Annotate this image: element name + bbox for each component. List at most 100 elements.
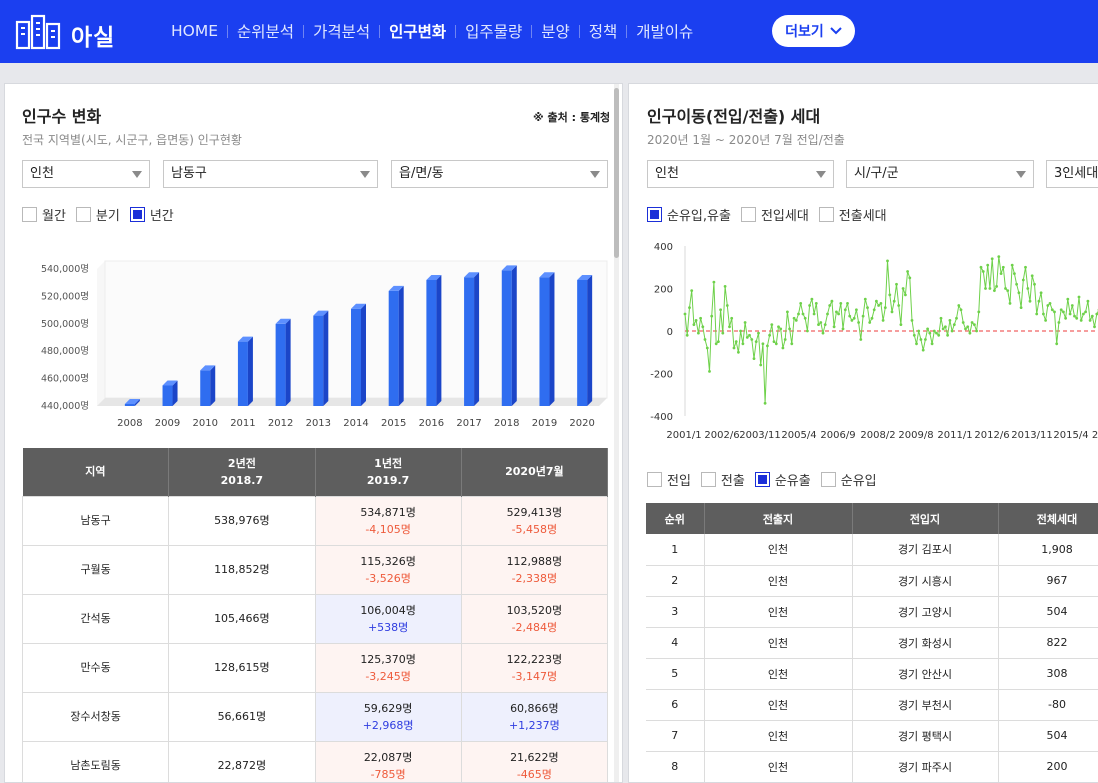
scrollbar[interactable] <box>614 84 619 782</box>
destination-cell: 경기 고양시 <box>852 596 999 628</box>
migration-type-checkbox-1[interactable]: 전입세대 <box>740 205 809 224</box>
nav-separator <box>379 24 381 38</box>
data-point <box>1028 299 1032 303</box>
data-point <box>812 312 816 316</box>
origin-cell: 인천 <box>704 534 853 566</box>
destination-cell: 경기 부천시 <box>852 689 999 721</box>
change: -3,147명 <box>511 669 558 683</box>
table-row[interactable]: 4 인천 경기 화성시 822 <box>646 627 1098 659</box>
data-point <box>1013 272 1016 275</box>
bar-side <box>587 274 593 406</box>
scrollbar-thumb[interactable] <box>614 88 619 258</box>
filter-label-1: 전출 <box>720 474 745 489</box>
data-point <box>941 327 945 331</box>
nav-separator <box>531 24 533 38</box>
nav-item-6[interactable]: 정책 <box>588 23 618 41</box>
building-logo-icon <box>15 14 61 50</box>
value-2y-cell: 128,615명 <box>168 642 316 693</box>
nav-item-7[interactable]: 개발이슈 <box>636 23 694 41</box>
x-tick-label: 2010 <box>193 418 218 429</box>
data-point <box>803 316 807 320</box>
period-checkbox-1[interactable]: 분기 <box>75 205 120 224</box>
nav-item-0[interactable]: HOME <box>171 22 219 40</box>
bar-side <box>511 265 517 406</box>
bar-front <box>351 308 361 406</box>
filter-checkbox-3[interactable]: 순유입 <box>820 470 877 489</box>
checkbox-box[interactable] <box>129 207 145 222</box>
data-point <box>810 297 814 301</box>
data-point <box>875 299 878 303</box>
rank-cell: 3 <box>646 596 705 628</box>
value-2y-cell: 22,872명 <box>168 740 316 782</box>
checkbox-box[interactable] <box>75 207 91 222</box>
table-row[interactable]: 8 인천 경기 파주시 200 <box>646 751 1098 782</box>
bar-top <box>313 310 329 316</box>
value-current-cell: 103,520명 -2,484명 <box>460 593 609 644</box>
migration-type-checkbox-2[interactable]: 전출세대 <box>818 205 887 224</box>
data-point <box>1048 302 1052 305</box>
origin-cell: 인천 <box>704 627 853 659</box>
data-point <box>701 325 705 329</box>
filter-checkbox-2[interactable]: 순유출 <box>754 470 811 489</box>
data-point <box>794 319 798 322</box>
table-row[interactable]: 5 인천 경기 안산시 308 <box>646 658 1098 690</box>
nav-item-2[interactable]: 가격분석 <box>313 23 371 41</box>
data-point <box>1008 302 1012 305</box>
more-button[interactable]: 더보기 <box>772 15 855 47</box>
x-tick-label: 2009 <box>155 418 180 429</box>
table-row[interactable]: 남동구 538,976명 534,871명 -4,105명 529,413명 -5,458… <box>21 495 609 546</box>
data-point <box>708 370 711 373</box>
data-point <box>1024 265 1027 269</box>
table-row[interactable]: 간석동 105,466명 106,004명 +538명 103,520명 -2,484명 <box>21 593 609 644</box>
checkbox-box[interactable] <box>647 207 662 222</box>
households-cell: 967 <box>998 565 1098 597</box>
period-checkbox-0[interactable]: 월간 <box>22 205 66 224</box>
nav-item-4[interactable]: 입주물량 <box>465 23 523 41</box>
table-row[interactable]: 3 인천 경기 고양시 504 <box>646 596 1098 628</box>
district-select[interactable]: 남동구 <box>163 160 378 188</box>
data-point <box>881 319 885 322</box>
household-size-select[interactable]: 3인세대 <box>1046 160 1098 188</box>
checkbox-box[interactable] <box>700 472 716 487</box>
nav-item-5[interactable]: 분양 <box>541 23 570 41</box>
bar <box>388 285 404 406</box>
nav-item-1[interactable]: 순위분석 <box>237 23 295 41</box>
checkbox-box[interactable] <box>740 207 756 222</box>
table-row[interactable]: 장수서창동 56,661명 59,629명 +2,968명 60,866명 +1,237명 <box>21 691 609 742</box>
table-row[interactable]: 만수동 128,615명 125,370명 -3,245명 122,223명 -3,147… <box>21 642 609 693</box>
checkbox-box[interactable] <box>820 472 836 487</box>
filter-checkbox-0[interactable]: 전입 <box>647 470 691 489</box>
table-row[interactable]: 남촌도림동 22,872명 22,087명 -785명 21,622명 -465명 <box>21 740 609 782</box>
province-select[interactable]: 인천 <box>22 160 150 188</box>
table-row[interactable]: 1 인천 경기 김포시 1,908 <box>646 534 1098 566</box>
checkbox-box[interactable] <box>754 472 770 487</box>
data-point <box>984 287 987 290</box>
bar-side <box>210 365 216 406</box>
bar-top <box>275 318 291 324</box>
city-select[interactable]: 시/구/군 <box>846 160 1034 188</box>
checkbox-box[interactable] <box>647 472 662 487</box>
logo[interactable]: 아실 <box>15 14 125 51</box>
x-tick-label: 2003/11 <box>739 430 781 441</box>
migration-type-checkbox-0[interactable]: 순유입,유출 <box>647 205 731 224</box>
checkbox-box[interactable] <box>818 207 834 222</box>
logo-text: 아실 <box>71 25 116 51</box>
table-row[interactable]: 구월동 118,852명 115,326명 -3,526명 112,988명 -2,338… <box>21 544 609 595</box>
value: 529,413명 <box>506 505 563 519</box>
town-select[interactable]: 읍/면/동 <box>391 160 608 188</box>
bar <box>200 365 216 406</box>
filter-checkbox-1[interactable]: 전출 <box>700 470 745 489</box>
table-row[interactable]: 7 인천 경기 평택시 504 <box>646 720 1098 752</box>
period-options: 월간 분기 년간 <box>22 205 184 224</box>
checkbox-box[interactable] <box>22 207 37 222</box>
table-row[interactable]: 2 인천 경기 시흥시 967 <box>646 565 1098 597</box>
data-point <box>688 306 691 309</box>
data-point <box>1021 278 1025 282</box>
bar-front <box>426 279 437 406</box>
region-select[interactable]: 인천 <box>647 160 834 188</box>
table-row[interactable]: 6 인천 경기 부천시 -80 <box>646 689 1098 721</box>
period-checkbox-2[interactable]: 년간 <box>129 205 174 224</box>
value: 112,988명 <box>506 554 563 568</box>
nav-item-3[interactable]: 인구변화 <box>389 23 447 41</box>
rank-cell: 4 <box>646 627 705 659</box>
